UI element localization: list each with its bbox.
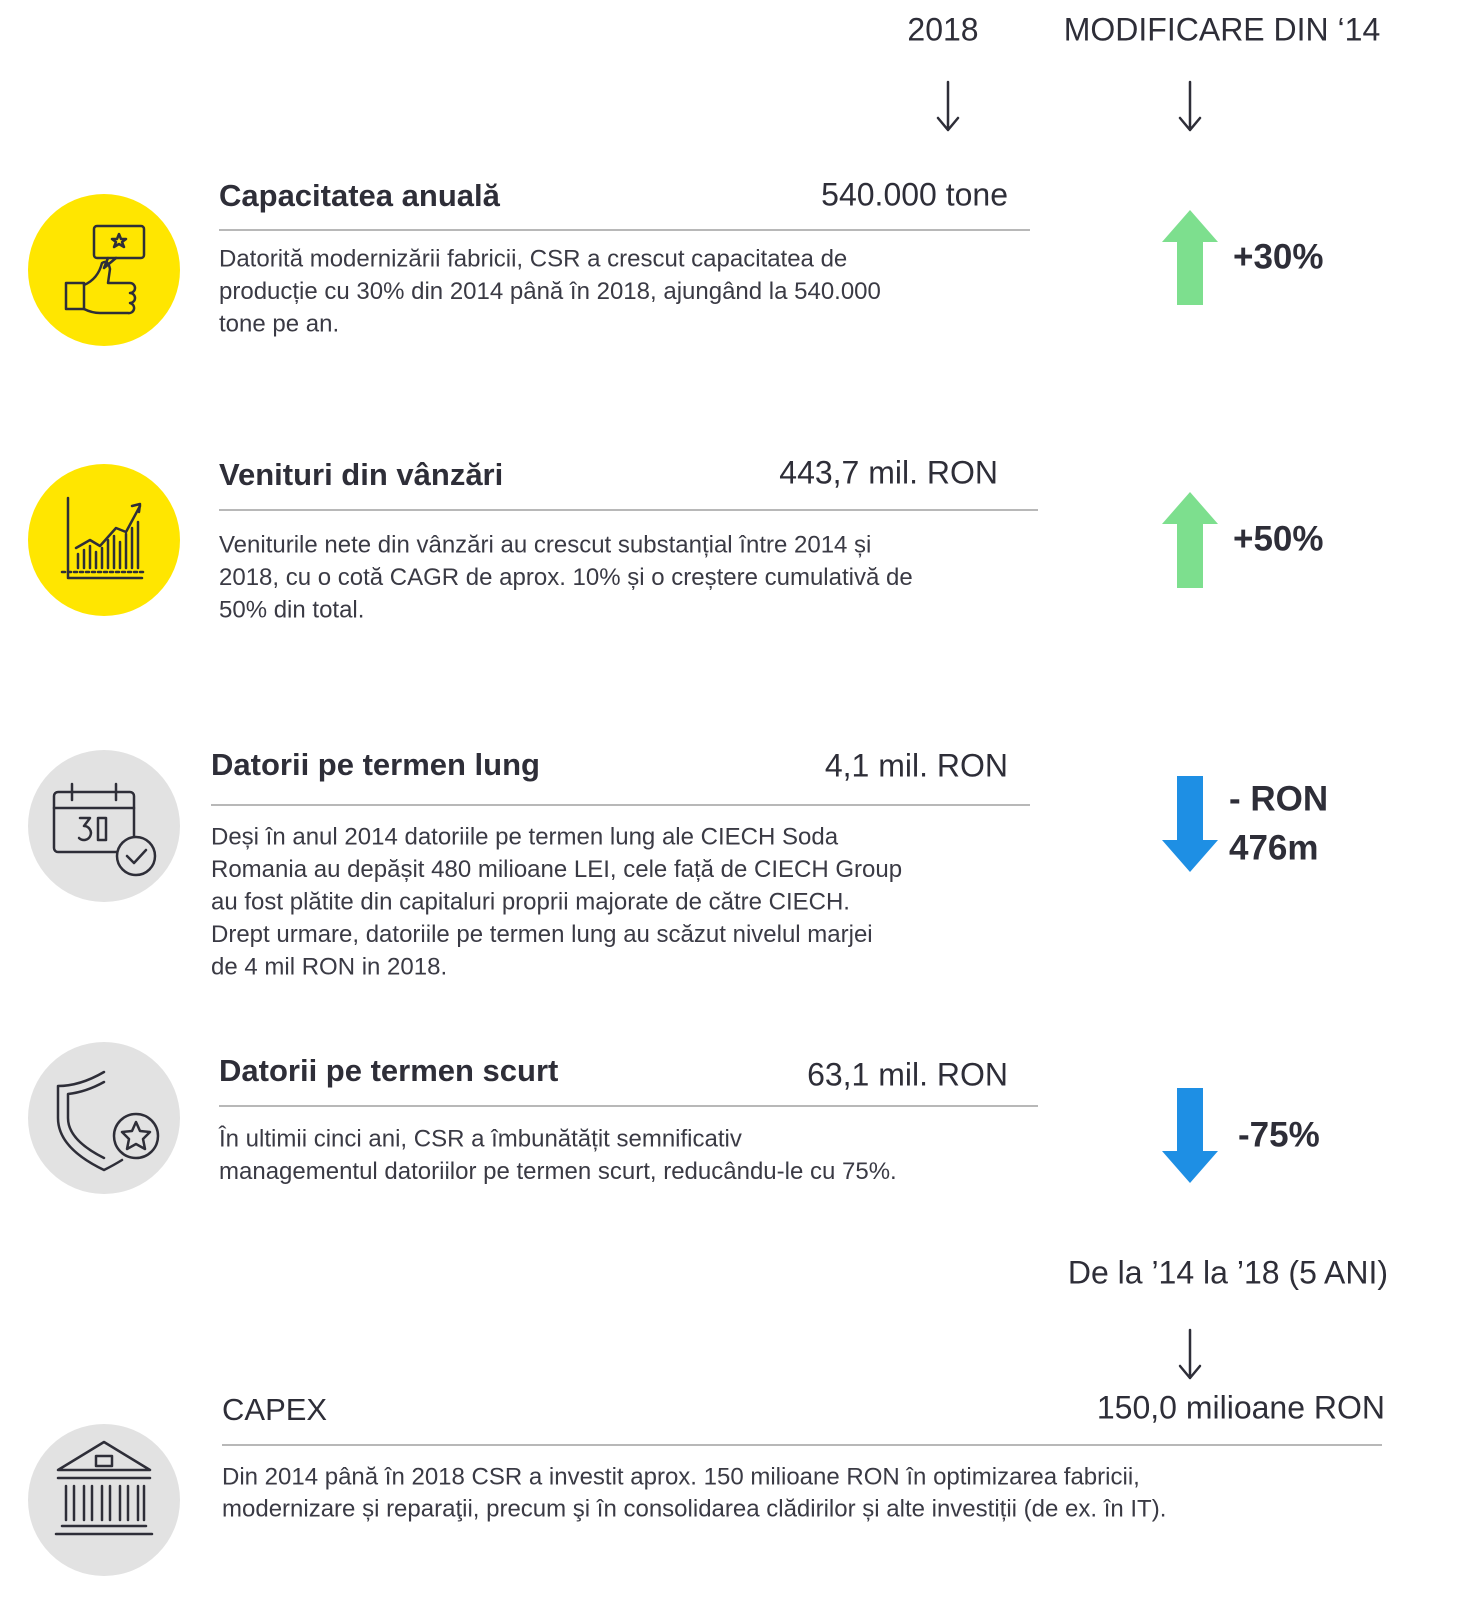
item-title: Venituri din vânzări — [219, 457, 503, 492]
capex-value: 150,0 milioane RON — [1097, 1389, 1385, 1425]
item-description: Veniturile nete din vânzări au crescut s… — [219, 531, 871, 558]
icon-bg — [28, 1424, 180, 1576]
item-title: Datorii pe termen lung — [211, 747, 540, 782]
item-description: Drept urmare, datoriile pe termen lung a… — [211, 921, 873, 948]
item-description: Datorită modernizării fabricii, CSR a cr… — [219, 245, 847, 272]
icon-growth-chart — [60, 496, 148, 580]
item-description: În ultimii cinci ani, CSR a îmbunătățit … — [218, 1125, 742, 1152]
item-description: de 4 mil RON in 2018. — [211, 953, 447, 980]
change-value: - RON — [1229, 779, 1328, 818]
item-description: 50% din total. — [219, 596, 364, 623]
item-description: 2018, cu o cotă CAGR de aprox. 10% și o … — [219, 564, 913, 591]
item-description: tone pe an. — [219, 310, 339, 337]
capex-description: Din 2014 până în 2018 CSR a investit apr… — [222, 1463, 1140, 1490]
arrow-up — [1162, 492, 1218, 588]
item-description: Romania au depășit 480 milioane LEI, cel… — [211, 856, 902, 883]
icon-bank — [54, 1440, 154, 1536]
change-value: +30% — [1233, 237, 1324, 276]
item-description: Deși în anul 2014 datoriile pe termen lu… — [211, 823, 839, 850]
item-title: Capacitatea anuală — [219, 178, 501, 213]
change-value: 476m — [1229, 828, 1319, 867]
icon-shield — [56, 1070, 160, 1172]
item-value: 540.000 tone — [821, 176, 1008, 212]
item-value: 63,1 mil. RON — [807, 1056, 1008, 1092]
capex-description: modernizare și reparaţii, precum şi în c… — [222, 1495, 1166, 1522]
item-value: 4,1 mil. RON — [825, 747, 1008, 783]
header-arrows — [936, 80, 1202, 1380]
item-description: producție cu 30% din 2014 până în 2018, … — [219, 278, 881, 305]
capex-title: CAPEX — [222, 1392, 327, 1427]
change-value: -75% — [1238, 1115, 1320, 1154]
item-description: au fost plătite din capitaluri proprii m… — [211, 888, 850, 915]
arrow-down — [1162, 1088, 1218, 1183]
column-header: MODIFICARE DIN ‘14 — [1064, 11, 1380, 47]
change-value: +50% — [1233, 519, 1324, 558]
arrow-up — [1162, 210, 1218, 305]
item-description: managementul datoriilor pe termen scurt,… — [219, 1158, 897, 1185]
icon-thumbs-up — [64, 224, 146, 315]
icon-bg — [28, 194, 180, 346]
column-header: 2018 — [907, 11, 978, 47]
period-label: De la ’14 la ’18 (5 ANI) — [1068, 1254, 1388, 1290]
arrow-down — [1162, 776, 1218, 872]
item-title: Datorii pe termen scurt — [219, 1053, 558, 1088]
item-value: 443,7 mil. RON — [779, 454, 998, 490]
icon-bg — [28, 750, 180, 902]
icon-calendar — [52, 782, 157, 877]
